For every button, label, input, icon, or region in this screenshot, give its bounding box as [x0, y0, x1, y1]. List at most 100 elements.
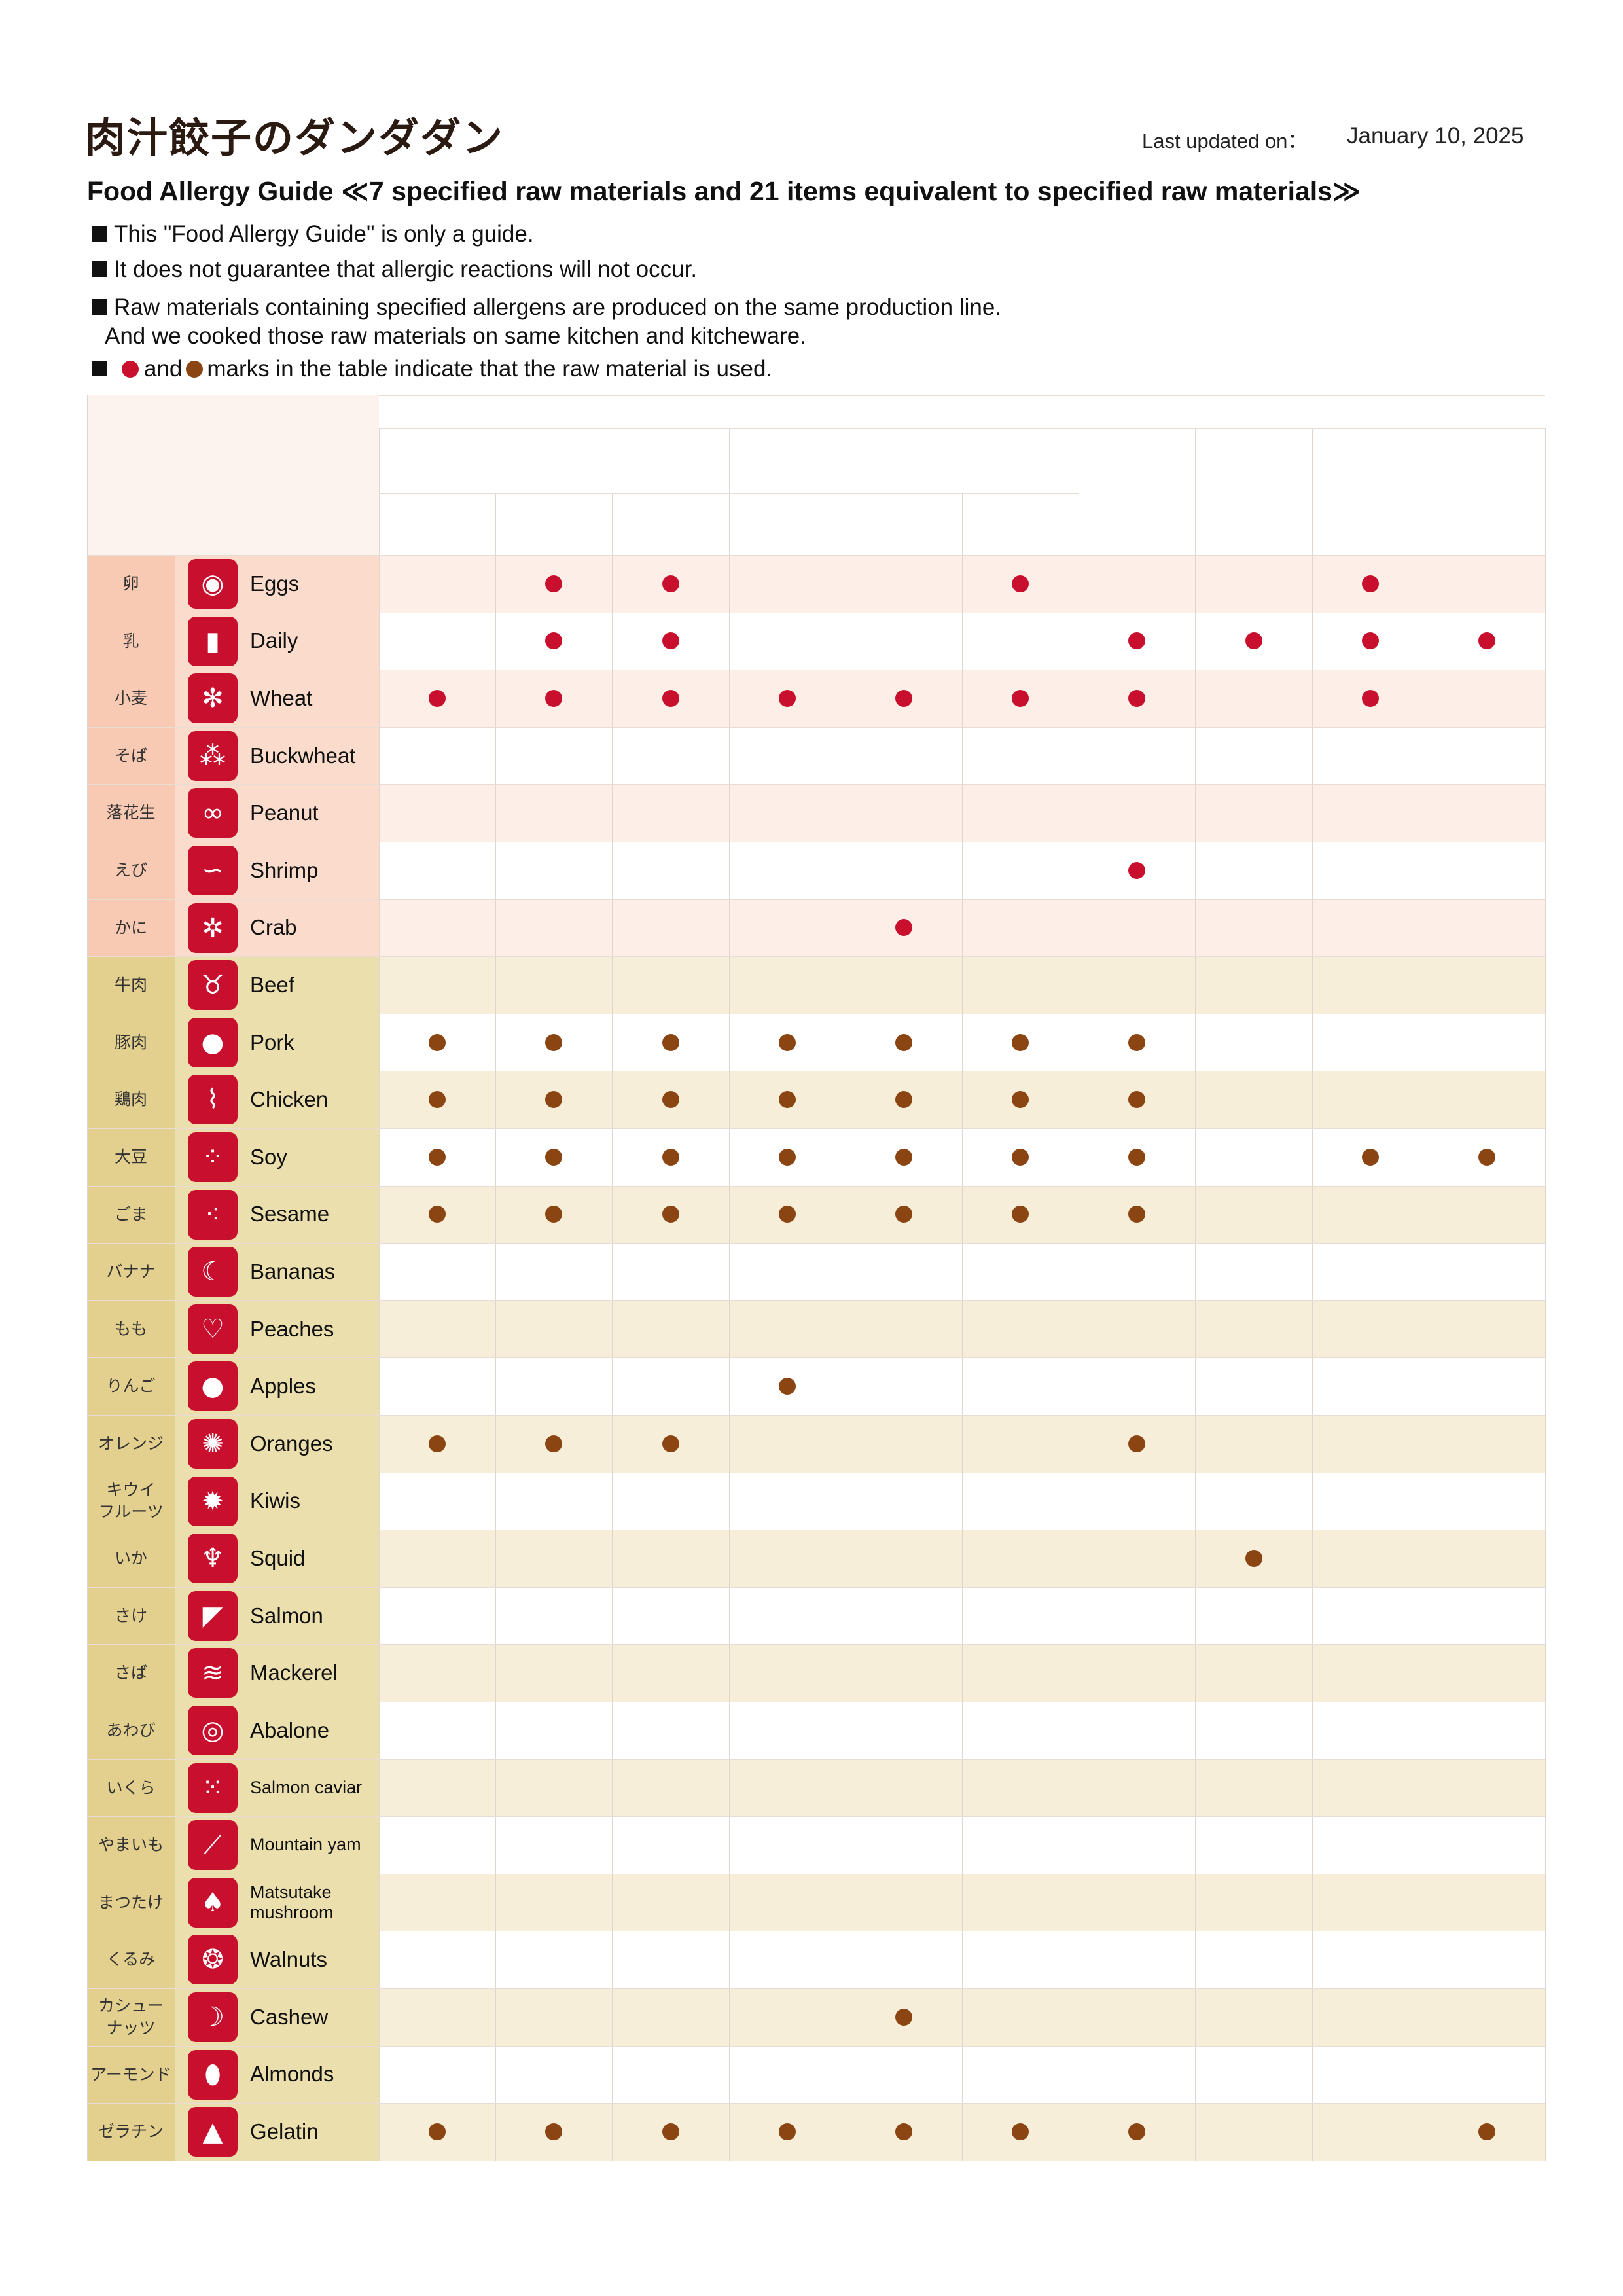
squid-icon: ♆ [188, 1534, 238, 1584]
allergen-mark-brown [545, 1091, 563, 1109]
orange-icon: ✺ [188, 1419, 238, 1469]
allergen-jp-cell [87, 612, 175, 670]
allergen-name: Abalone [250, 1717, 330, 1742]
allergen-name: Shrimp [250, 857, 319, 882]
grid-vline [1195, 428, 1196, 2161]
allergen-mark-brown [1245, 1550, 1262, 1567]
allergen-mark-red [545, 690, 563, 707]
allergen-name: Pork [250, 1030, 294, 1054]
allergen-jp-cell [87, 670, 175, 727]
allergen-jp-label: オレンジ [98, 1433, 164, 1453]
allergen-jp-label: やまいも [98, 1835, 164, 1855]
allergen-mark-brown [895, 2008, 912, 2026]
grid-hline [87, 899, 1545, 900]
grid-vline [379, 428, 380, 2161]
allergen-mark-brown [1128, 1033, 1146, 1051]
grid-hline [87, 1415, 1545, 1416]
allergen-name: Wheat [250, 686, 313, 711]
allergen-jp-cell [87, 899, 175, 957]
allergen-jp-label: えび [114, 860, 147, 880]
allergen-name: Almonds [250, 2062, 334, 2087]
allergen-jp-label: いくら [106, 1778, 156, 1797]
allergen-mark-red [1245, 632, 1262, 650]
allergen-mark-brown [429, 1148, 446, 1166]
crab-icon: ✲ [188, 903, 238, 953]
allergen-mark-brown [429, 1091, 446, 1109]
grid-hline [87, 1357, 1545, 1359]
allergen-jp-cell [87, 1243, 175, 1300]
allergen-mark-red [662, 690, 679, 707]
allergen-name: Peanut [250, 800, 319, 825]
allergen-mark-brown [1012, 1033, 1029, 1051]
allergen-jp-cell [87, 726, 175, 785]
allergen-mark-brown [662, 1091, 679, 1109]
allergen-jp-label: そば [114, 745, 147, 765]
grid-hline [87, 1300, 1545, 1301]
note-no-guarantee: It does not guarantee that allergic reac… [92, 257, 697, 283]
allergen-jp-cell [87, 1759, 175, 1817]
allergen-mark-red [1128, 632, 1146, 650]
grid-vline [612, 493, 613, 2161]
allergen-jp-label: さば [114, 1663, 147, 1683]
allergen-mark-brown [545, 1435, 563, 1452]
allergen-mark-red [895, 919, 912, 937]
allergen-mark-red [1361, 690, 1379, 707]
allergen-mark-red [1478, 632, 1495, 650]
allergen-jp-cell [87, 555, 175, 613]
grid-vline [87, 395, 88, 2161]
allergen-mark-brown [1012, 1148, 1029, 1166]
allergen-mark-brown [895, 1148, 912, 1166]
banana-icon: ☾ [188, 1247, 238, 1297]
allergen-mark-brown [662, 2123, 679, 2140]
grid-hline [87, 555, 1545, 556]
allergen-jp-cell [87, 2103, 175, 2161]
allergen-name: Walnuts [250, 1947, 327, 1972]
salmon-icon: ◤ [188, 1590, 238, 1641]
legend-red-mark-icon [122, 361, 139, 378]
allergen-mark-brown [778, 2123, 796, 2140]
allergen-mark-brown [1128, 1206, 1146, 1223]
allergen-name: Mountain yam [250, 1835, 361, 1855]
milk-icon: ▮ [188, 616, 238, 666]
walnut-icon: ❂ [188, 1935, 238, 1985]
allergen-mark-red [778, 690, 796, 707]
allergen-jp-cell [87, 1013, 175, 1071]
allergen-jp-cell [87, 1530, 175, 1587]
allergen-jp-cell [87, 1128, 175, 1186]
allergen-mark-red [1128, 690, 1146, 707]
bullet-square-icon [92, 261, 107, 277]
allergen-name: Bananas [250, 1259, 336, 1284]
allergy-table: ProductsThe Ultimate Battery Gyoza Combo… [87, 395, 1546, 2161]
bullet-square-icon [92, 361, 107, 376]
allergen-mark-red [1012, 690, 1029, 707]
note-text: This "Food Allergy Guide" is only a guid… [114, 221, 534, 247]
allergen-mark-brown [778, 1378, 796, 1395]
salmon-caviar-icon: ⁙ [188, 1763, 238, 1813]
allergen-name: Soy [250, 1144, 287, 1169]
allergen-jp-label: りんご [106, 1376, 156, 1396]
grid-hline [87, 1759, 1545, 1760]
legend-and: and [144, 356, 183, 382]
allergen-mark-red [895, 690, 912, 707]
note-guide: This "Food Allergy Guide" is only a guid… [92, 221, 534, 247]
allergen-mark-brown [1478, 1148, 1495, 1166]
allergen-mark-brown [1128, 2123, 1146, 2140]
allergen-jp-label: 落花生 [106, 803, 156, 823]
allergen-mark-brown [662, 1435, 679, 1452]
allergen-mark-brown [429, 1033, 446, 1051]
allergen-jp-cell [87, 1587, 175, 1645]
allergen-jp-label: 卵 [122, 573, 139, 593]
allergen-jp-cell [87, 956, 175, 1014]
allergen-mark-brown [545, 2123, 563, 2140]
allergen-mark-brown [1012, 1206, 1029, 1223]
allergen-name: Salmon caviar [250, 1777, 363, 1797]
wheat-icon: ✻ [188, 673, 238, 724]
allergen-jp-cell [87, 1644, 175, 1702]
allergen-name: Matsutake mushroom [250, 1882, 334, 1922]
note-text: It does not guarantee that allergic reac… [114, 257, 698, 282]
allergen-jp-cell [87, 1185, 175, 1244]
grid-hline [87, 2103, 1545, 2104]
sesame-icon: ⁖ [188, 1189, 238, 1240]
allergen-mark-brown [662, 1148, 679, 1166]
allergen-mark-brown [778, 1206, 796, 1223]
